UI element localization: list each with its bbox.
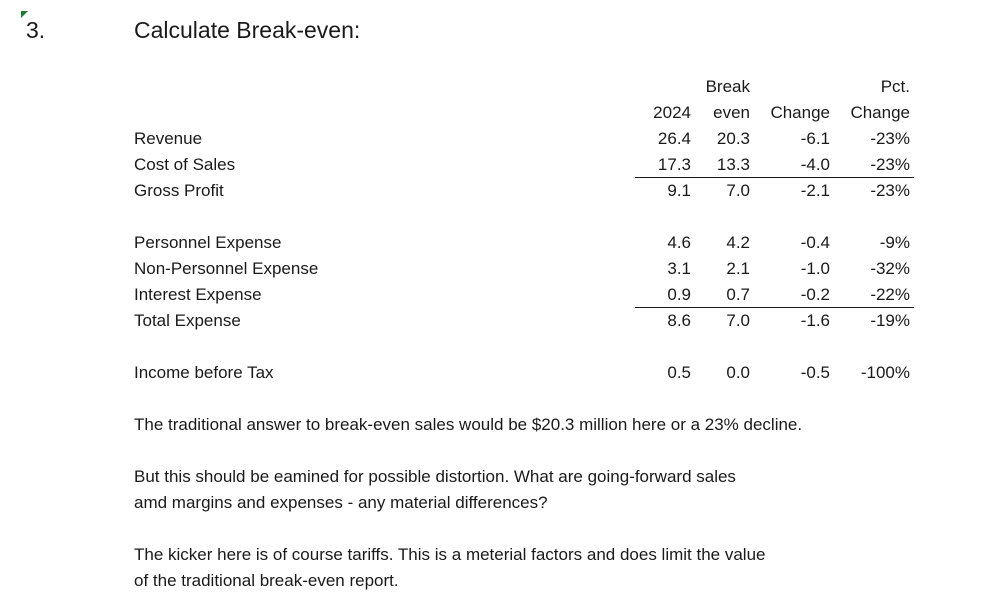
cell-pct: -19% (870, 311, 910, 330)
table-row-gross-profit: Gross Profit 9.1 7.0 -2.1 -23% (0, 178, 997, 204)
cell-comment-marker (21, 11, 28, 18)
paragraph-line: But this should be eamined for possible … (134, 467, 736, 486)
cell-change: -0.4 (800, 233, 830, 252)
cell-pct: -23% (870, 129, 910, 148)
cell-pct: -100% (860, 363, 910, 382)
cell-pct: -23% (870, 155, 910, 174)
header-pct-change: Change (850, 103, 910, 122)
cell-change: -1.6 (800, 311, 830, 330)
row-label: Non-Personnel Expense (134, 259, 319, 278)
cell-breakeven: 2.1 (726, 259, 750, 278)
cell-2024: 8.6 (667, 311, 691, 330)
row-label: Income before Tax (134, 363, 274, 382)
row-label: Gross Profit (134, 181, 224, 200)
cell-pct: -22% (870, 285, 910, 304)
section-number: 3. (26, 17, 46, 43)
table-row-income-before-tax: Income before Tax 0.5 0.0 -0.5 -100% (0, 360, 997, 386)
cell-2024: 4.6 (667, 233, 691, 252)
cell-breakeven: 7.0 (726, 311, 750, 330)
cell-pct: -9% (879, 233, 910, 252)
table-row-non-personnel-expense: Non-Personnel Expense 3.1 2.1 -1.0 -32% (0, 256, 997, 282)
table-row-total-expense: Total Expense 8.6 7.0 -1.6 -19% (0, 308, 997, 334)
row-label: Personnel Expense (134, 233, 282, 252)
cell-change: -0.5 (800, 363, 830, 382)
table-header-row-top: Break Pct. (0, 74, 997, 100)
cell-2024: 17.3 (657, 155, 691, 174)
cell-2024: 9.1 (667, 181, 691, 200)
header-2024: 2024 (653, 103, 691, 122)
cell-breakeven: 4.2 (726, 233, 750, 252)
row-label: Total Expense (134, 311, 241, 330)
cell-breakeven: 20.3 (716, 129, 750, 148)
paragraph-line: amd margins and expenses - any material … (134, 493, 548, 512)
cell-2024: 26.4 (657, 129, 691, 148)
header-pct-top: Pct. (880, 77, 910, 96)
header-breakeven-bottom: even (713, 103, 750, 122)
paragraph-line: of the traditional break-even report. (134, 571, 399, 590)
cell-pct: -23% (870, 181, 910, 200)
cell-breakeven: 0.0 (726, 363, 750, 382)
paragraph-line: The kicker here is of course tariffs. Th… (134, 545, 766, 564)
table-row-cost-of-sales: Cost of Sales 17.3 13.3 -4.0 -23% (0, 152, 997, 178)
cell-2024: 3.1 (667, 259, 691, 278)
header-change: Change (770, 103, 830, 122)
cell-change: -2.1 (800, 181, 830, 200)
cell-pct: -32% (870, 259, 910, 278)
cell-2024: 0.9 (667, 285, 691, 304)
paragraph-tariffs: The kicker here is of course tariffs. Th… (134, 542, 765, 594)
cell-breakeven: 0.7 (726, 285, 750, 304)
paragraph-traditional-answer: The traditional answer to break-even sal… (134, 412, 802, 438)
cell-change: -4.0 (800, 155, 830, 174)
paragraph-line: The traditional answer to break-even sal… (134, 415, 803, 434)
cell-breakeven: 7.0 (726, 181, 750, 200)
subtotal-rule (635, 307, 914, 308)
header-breakeven-top: Break (705, 77, 750, 96)
table-header-row-bottom: 2024 even Change Change (0, 100, 997, 126)
subtotal-rule (635, 177, 914, 178)
cell-change: -6.1 (800, 129, 830, 148)
paragraph-distortion: But this should be eamined for possible … (134, 464, 736, 516)
row-label: Interest Expense (134, 285, 262, 304)
row-label: Cost of Sales (134, 155, 236, 174)
cell-2024: 0.5 (667, 363, 691, 382)
cell-breakeven: 13.3 (716, 155, 750, 174)
cell-change: -0.2 (800, 285, 830, 304)
section-title: Calculate Break-even: (134, 17, 361, 43)
row-label: Revenue (134, 129, 203, 148)
table-row-revenue: Revenue 26.4 20.3 -6.1 -23% (0, 126, 997, 152)
cell-change: -1.0 (800, 259, 830, 278)
table-row-interest-expense: Interest Expense 0.9 0.7 -0.2 -22% (0, 282, 997, 308)
table-row-personnel-expense: Personnel Expense 4.6 4.2 -0.4 -9% (0, 230, 997, 256)
